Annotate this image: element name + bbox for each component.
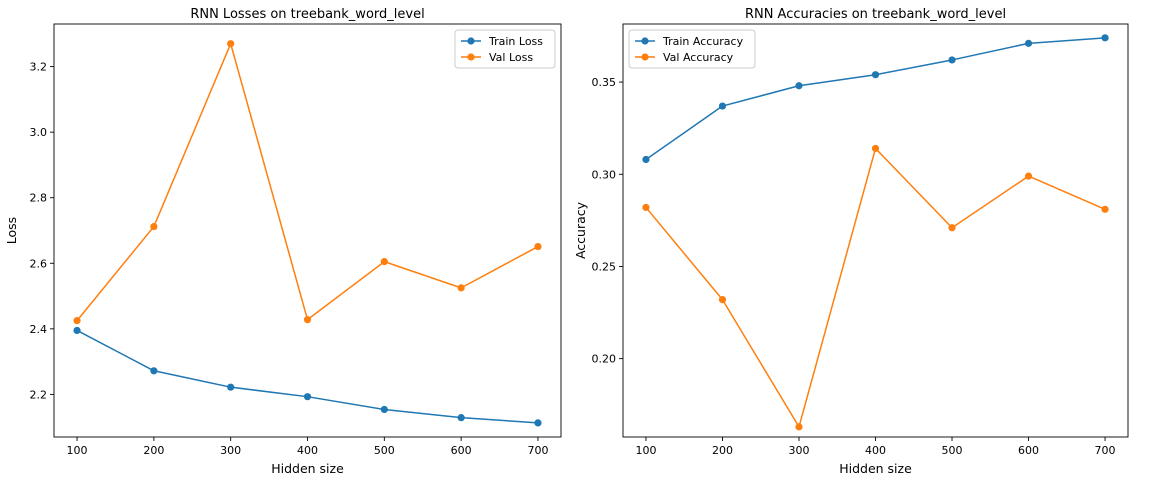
chart-2: RNN Accuracies on treebank_word_level 100… [573, 7, 1129, 476]
series-val-accuracy [642, 144, 1109, 431]
data-point [948, 56, 956, 64]
x-tick-label: 100 [635, 444, 656, 457]
x-tick-label: 400 [865, 444, 886, 457]
data-point [457, 414, 465, 422]
data-point [73, 326, 81, 335]
data-point [1101, 205, 1109, 213]
y-tick-label: 0.20 [592, 353, 617, 366]
x-tick-label: 400 [297, 444, 318, 457]
legend-box [628, 29, 756, 69]
y-axis-label: Loss [4, 217, 19, 244]
x-tick-label: 500 [374, 444, 395, 457]
series-line [76, 42, 539, 322]
series-val-loss [73, 40, 542, 325]
series-line [645, 147, 1106, 428]
y-tick-label: 2.6 [30, 257, 48, 270]
data-point [718, 102, 727, 110]
data-point [795, 82, 803, 90]
legend-label: Train Loss [488, 35, 543, 48]
x-tick-label: 700 [527, 444, 548, 457]
x-tick-label: 600 [1018, 444, 1039, 457]
x-tick-label: 200 [712, 444, 733, 457]
x-axis-label: Hidden size [839, 461, 912, 476]
data-point [948, 224, 956, 232]
legend: Train Accuracy Val Accuracy [628, 29, 756, 69]
data-point [303, 316, 312, 324]
legend: Train Loss Val Loss [454, 29, 556, 69]
data-point [534, 242, 542, 251]
chart-title: RNN Accuracies on treebank_word_level [745, 7, 1006, 22]
y-tick-label: 3.2 [30, 61, 48, 74]
y-tick-label: 0.35 [592, 76, 617, 89]
x-tick-label: 200 [143, 444, 164, 457]
legend-label: Val Accuracy [663, 51, 734, 64]
x-tick-label: 700 [1095, 444, 1116, 457]
data-point [718, 296, 727, 304]
x-tick-label: 300 [788, 444, 809, 457]
data-point [303, 393, 312, 401]
chart-title: RNN Losses on treebank_word_level [190, 7, 424, 22]
data-point [380, 258, 388, 266]
legend-marker [467, 37, 475, 45]
data-point [871, 71, 880, 79]
data-point [227, 383, 235, 391]
series-train-accuracy [642, 34, 1109, 164]
plot-frame [53, 23, 562, 438]
data-point [642, 155, 650, 164]
legend-box [454, 29, 556, 69]
data-point [150, 222, 158, 231]
y-tick-label: 2.8 [30, 192, 48, 205]
series-train-loss [73, 326, 542, 427]
legend-label: Val Loss [489, 51, 533, 64]
data-point [150, 367, 158, 375]
y-tick-label: 2.2 [30, 388, 48, 401]
y-tick-label: 2.4 [30, 323, 48, 336]
legend-marker [641, 37, 649, 45]
data-point [380, 405, 388, 414]
data-point [534, 419, 542, 427]
data-point [642, 203, 650, 212]
y-tick-label: 0.25 [592, 260, 617, 273]
series-line [76, 329, 539, 424]
data-point [227, 40, 235, 48]
x-tick-label: 500 [942, 444, 963, 457]
legend-marker [467, 53, 475, 61]
x-tick-label: 600 [451, 444, 472, 457]
data-point [1101, 34, 1109, 42]
data-point [457, 284, 465, 292]
plot-frame [622, 23, 1129, 438]
legend-marker [641, 53, 649, 61]
x-axis-label: Hidden size [271, 461, 344, 476]
x-tick-label: 300 [220, 444, 241, 457]
data-point [1024, 172, 1033, 180]
data-point [1024, 39, 1033, 47]
y-tick-label: 0.30 [592, 168, 617, 181]
data-point [795, 423, 803, 431]
data-point [73, 317, 81, 325]
chart-1: RNN Losses on treebank_word_level 100 200 3… [4, 7, 562, 476]
x-tick-label: 100 [67, 444, 88, 457]
y-axis-label: Accuracy [573, 201, 588, 259]
y-tick-label: 3.0 [30, 126, 48, 139]
legend-label: Train Accuracy [662, 35, 744, 48]
data-point [871, 144, 880, 153]
